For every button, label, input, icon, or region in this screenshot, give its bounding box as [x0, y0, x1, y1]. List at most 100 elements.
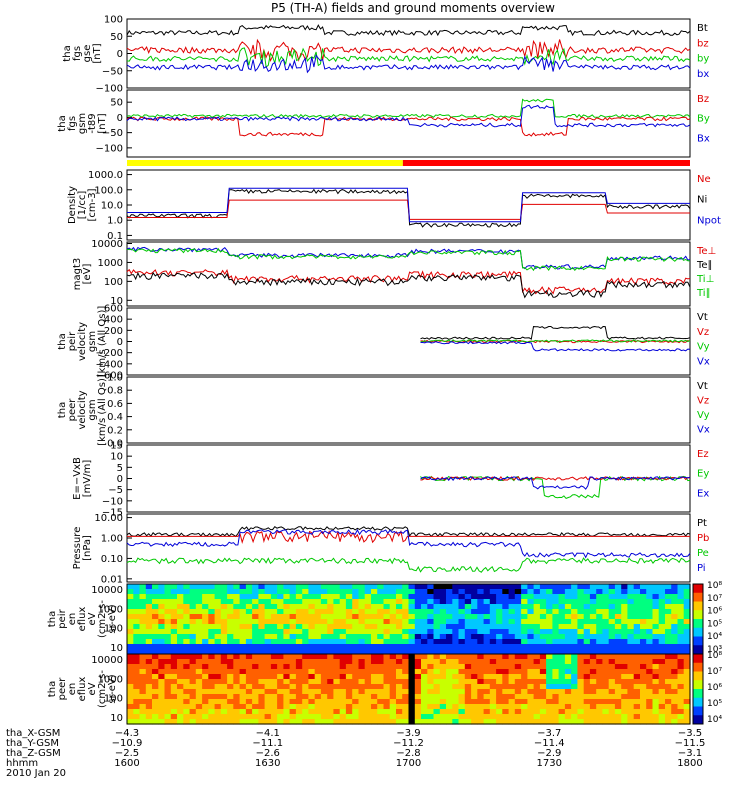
heatmap-cell: [364, 659, 372, 665]
heatmap-cell: [233, 674, 241, 680]
heatmap-cell: [264, 649, 272, 655]
heatmap-cell: [414, 604, 422, 610]
heatmap-cell: [227, 599, 234, 605]
heatmap-cell: [489, 684, 497, 690]
heatmap-cell: [308, 589, 316, 595]
heatmap-cell: [396, 619, 403, 625]
heatmap-cell: [602, 594, 610, 600]
heatmap-cell: [396, 644, 403, 650]
heatmap-cell: [627, 629, 635, 635]
heatmap-cell: [677, 694, 685, 700]
heatmap-cell: [371, 674, 378, 680]
heatmap-cell: [345, 704, 353, 710]
heatmap-cell: [270, 674, 278, 680]
heatmap-cell: [177, 639, 184, 645]
heatmap-cell: [589, 664, 597, 670]
heatmap-cell: [264, 689, 272, 695]
heatmap-cell: [408, 619, 416, 625]
heatmap-cell: [158, 709, 166, 715]
heatmap-cell: [471, 604, 478, 610]
heatmap-cell: [402, 599, 410, 605]
heatmap-cell: [558, 694, 566, 700]
heatmap-cell: [245, 674, 253, 680]
heatmap-cell: [564, 654, 572, 660]
heatmap-cell: [671, 589, 679, 595]
heatmap-cell: [145, 674, 153, 680]
heatmap-cell: [552, 674, 560, 680]
heatmap-cell: [446, 619, 453, 625]
heatmap-cell: [289, 599, 297, 605]
heatmap-cell: [665, 699, 672, 705]
heatmap-cell: [583, 629, 591, 635]
heatmap-cell: [533, 664, 541, 670]
heatmap-cell: [614, 614, 622, 620]
heatmap-cell: [433, 659, 441, 665]
heatmap-cell: [339, 704, 347, 710]
heatmap-cell: [320, 669, 328, 675]
heatmap-cell: [183, 584, 191, 590]
heatmap-cell: [389, 639, 397, 645]
heatmap-cell: [589, 639, 597, 645]
heatmap-cell: [302, 594, 310, 600]
heatmap-cell: [633, 624, 641, 630]
heatmap-cell: [195, 709, 203, 715]
heatmap-cell: [145, 624, 153, 630]
heatmap-cell: [233, 609, 241, 615]
heatmap-cell: [208, 694, 216, 700]
heatmap-cell: [389, 614, 397, 620]
heatmap-cell: [227, 649, 234, 655]
heatmap-cell: [208, 634, 216, 640]
heatmap-cell: [583, 694, 591, 700]
heatmap-cell: [414, 714, 422, 720]
heatmap-cell: [270, 604, 278, 610]
y-axis-label-line: peir: [67, 331, 78, 351]
heatmap-cell: [665, 659, 672, 665]
heatmap-cell: [389, 649, 397, 655]
heatmap-cell: [289, 594, 297, 600]
heatmap-cell: [245, 609, 253, 615]
heatmap-cell: [665, 669, 672, 675]
heatmap-cell: [352, 699, 360, 705]
heatmap-cell: [614, 714, 622, 720]
heatmap-cell: [214, 614, 222, 620]
heatmap-cell: [139, 659, 147, 665]
heatmap-cell: [677, 699, 685, 705]
heatmap-cell: [652, 689, 660, 695]
heatmap-cell: [527, 714, 535, 720]
y-tick-label: −600: [96, 371, 123, 382]
heatmap-cell: [621, 614, 629, 620]
heatmap-cell: [202, 614, 209, 620]
heatmap-cell: [546, 644, 553, 650]
heatmap-cell: [358, 714, 366, 720]
heatmap-cell: [170, 664, 178, 670]
heatmap-cell: [377, 649, 385, 655]
heatmap-cell: [233, 704, 241, 710]
heatmap-cell: [183, 624, 191, 630]
heatmap-cell: [483, 649, 491, 655]
heatmap-cell: [527, 604, 535, 610]
heatmap-cell: [596, 674, 604, 680]
heatmap-cell: [683, 709, 691, 715]
colorbar-band: [693, 689, 703, 699]
heatmap-cell: [339, 719, 347, 725]
heatmap-cell: [589, 629, 597, 635]
heatmap-cell: [558, 664, 566, 670]
heatmap-cell: [533, 594, 541, 600]
heatmap-cell: [533, 649, 541, 655]
heatmap-cell: [658, 599, 666, 605]
heatmap-cell: [571, 709, 578, 715]
heatmap-cell: [283, 619, 291, 625]
heatmap-cell: [614, 629, 622, 635]
heatmap-cell: [564, 684, 572, 690]
heatmap-cell: [314, 624, 322, 630]
heatmap-cell: [402, 679, 410, 685]
heatmap-cell: [464, 629, 472, 635]
heatmap-cell: [483, 624, 491, 630]
heatmap-cell: [539, 674, 547, 680]
heatmap-cell: [539, 644, 547, 650]
heatmap-cell: [314, 659, 322, 665]
heatmap-cell: [546, 714, 553, 720]
heatmap-cell: [377, 599, 385, 605]
heatmap-cell: [158, 604, 166, 610]
heatmap-cell: [383, 629, 391, 635]
